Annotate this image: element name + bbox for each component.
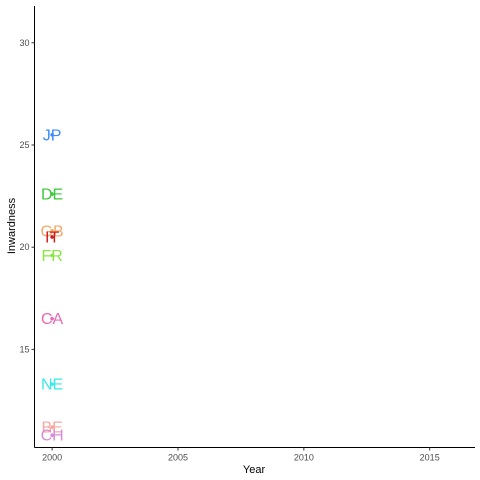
- data-point-gb: GB: [41, 223, 64, 240]
- data-point-jp: JP: [43, 127, 62, 144]
- point-label: GB: [41, 223, 64, 240]
- y-tick-label: 15: [19, 344, 29, 354]
- point-label: FR: [41, 248, 62, 265]
- data-point-fr: FR: [41, 248, 62, 265]
- data-point-de: DE: [41, 187, 63, 204]
- point-marker: [50, 253, 54, 258]
- point-marker: [50, 316, 54, 321]
- data-point-ne: NE: [41, 377, 63, 394]
- point-marker: [50, 235, 54, 239]
- point-label: BE: [41, 420, 62, 437]
- point-label: DE: [41, 187, 63, 204]
- x-tick-label: 2000: [42, 453, 62, 463]
- data-point-be: BE: [41, 420, 62, 437]
- data-point-ca: CA: [41, 311, 64, 328]
- y-axis-title: Inwardness: [6, 197, 18, 254]
- point-label: CA: [41, 311, 64, 328]
- data-point-ch: CH: [41, 428, 64, 445]
- data-point-it: IT: [45, 229, 59, 246]
- y-axis-ticks: 15 20 25 30: [19, 38, 35, 354]
- point-label: NE: [41, 377, 63, 394]
- x-tick-label: 2015: [420, 453, 440, 463]
- point-marker: [50, 192, 54, 196]
- x-axis-ticks: 2000 2005 2010 2015: [42, 447, 440, 463]
- y-tick-label: 20: [19, 242, 29, 252]
- point-marker: [50, 433, 54, 438]
- y-tick-label: 25: [19, 140, 29, 150]
- x-tick-label: 2005: [168, 453, 188, 463]
- point-marker: [50, 229, 54, 233]
- point-label: CH: [41, 428, 64, 445]
- point-label: IT: [45, 229, 59, 246]
- y-tick-label: 30: [19, 38, 29, 48]
- point-marker: [50, 382, 54, 386]
- point-marker: [50, 425, 54, 429]
- x-tick-label: 2010: [294, 453, 314, 463]
- point-label: JP: [43, 127, 62, 144]
- x-axis-title: Year: [243, 464, 266, 476]
- point-marker: [50, 132, 54, 137]
